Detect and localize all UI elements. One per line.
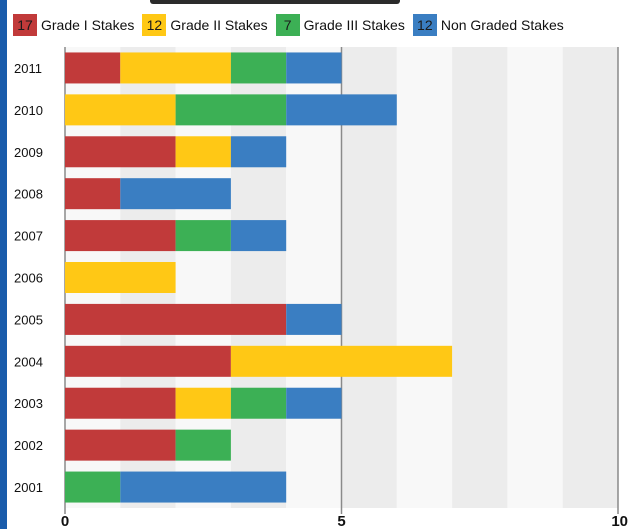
legend-item-grade-1: 17 Grade I Stakes <box>13 14 134 36</box>
y-tick-label: 2007 <box>14 229 43 244</box>
bar-2001-series-3 <box>120 471 287 503</box>
bar-2011-series-1 <box>120 52 231 84</box>
bar-2009-series-3 <box>230 136 287 168</box>
legend: 17 Grade I Stakes 12 Grade II Stakes 7 G… <box>13 13 564 37</box>
y-tick-label: 2008 <box>14 187 43 202</box>
legend-swatch-non-graded: 12 <box>412 14 437 36</box>
legend-label-grade-2: Grade II Stakes <box>170 17 268 33</box>
legend-label-non-graded: Non Graded Stakes <box>440 17 564 33</box>
bar-2002-series-0 <box>65 429 176 461</box>
x-tick-label: 5 <box>337 513 345 529</box>
grid-band <box>396 47 453 508</box>
bar-2005-series-0 <box>65 303 287 335</box>
legend-item-grade-2: 12 Grade II Stakes <box>142 14 268 36</box>
bar-2010-series-2 <box>175 94 287 126</box>
legend-item-grade-3: 7 Grade III Stakes <box>275 14 405 36</box>
frame-border <box>0 0 7 529</box>
legend-item-non-graded: 12 Non Graded Stakes <box>412 14 564 36</box>
bar-2009-series-1 <box>175 136 231 168</box>
bar-2011-series-3 <box>286 52 342 84</box>
y-tick-label: 2005 <box>14 312 43 327</box>
bar-2010-series-3 <box>286 94 397 126</box>
y-tick-label: 2002 <box>14 438 43 453</box>
bar-2006-series-1 <box>65 262 176 293</box>
bar-2011-series-2 <box>230 52 287 84</box>
bar-2003-series-1 <box>175 387 231 419</box>
grid-band <box>562 47 618 508</box>
bar-2007-series-3 <box>230 220 287 252</box>
bar-2010-series-1 <box>65 94 176 126</box>
y-tick-label: 2004 <box>14 354 43 369</box>
bar-2008-series-0 <box>65 178 121 210</box>
bar-2007-series-2 <box>175 220 231 252</box>
bar-2009-series-0 <box>65 136 176 168</box>
y-tick-label: 2001 <box>14 480 43 495</box>
bar-2004-series-0 <box>65 345 231 377</box>
bar-2001-series-2 <box>65 471 121 503</box>
grid-band <box>507 47 563 508</box>
bar-2003-series-3 <box>286 387 342 419</box>
bar-2011-series-0 <box>65 52 121 84</box>
bar-2004-series-1 <box>230 345 453 377</box>
bar-2007-series-0 <box>65 220 176 252</box>
grid-band <box>452 47 508 508</box>
legend-swatch-grade-2: 12 <box>142 14 167 36</box>
y-tick-label: 2011 <box>14 61 42 76</box>
y-tick-label: 2006 <box>14 271 43 286</box>
cropped-title-fragment <box>150 0 400 4</box>
bar-2003-series-0 <box>65 387 176 419</box>
y-tick-label: 2010 <box>14 103 43 118</box>
legend-swatch-grade-3: 7 <box>275 14 300 36</box>
bar-2005-series-3 <box>286 303 342 335</box>
y-tick-label: 2003 <box>14 396 43 411</box>
bar-2008-series-3 <box>120 178 231 210</box>
legend-label-grade-1: Grade I Stakes <box>41 17 135 33</box>
bar-2002-series-2 <box>175 429 231 461</box>
y-tick-label: 2009 <box>14 145 43 160</box>
legend-swatch-grade-1: 17 <box>13 14 37 36</box>
bar-2003-series-2 <box>230 387 287 419</box>
legend-label-grade-3: Grade III Stakes <box>303 17 405 33</box>
x-tick-label: 0 <box>61 513 69 529</box>
x-tick-label: 10 <box>611 513 628 529</box>
